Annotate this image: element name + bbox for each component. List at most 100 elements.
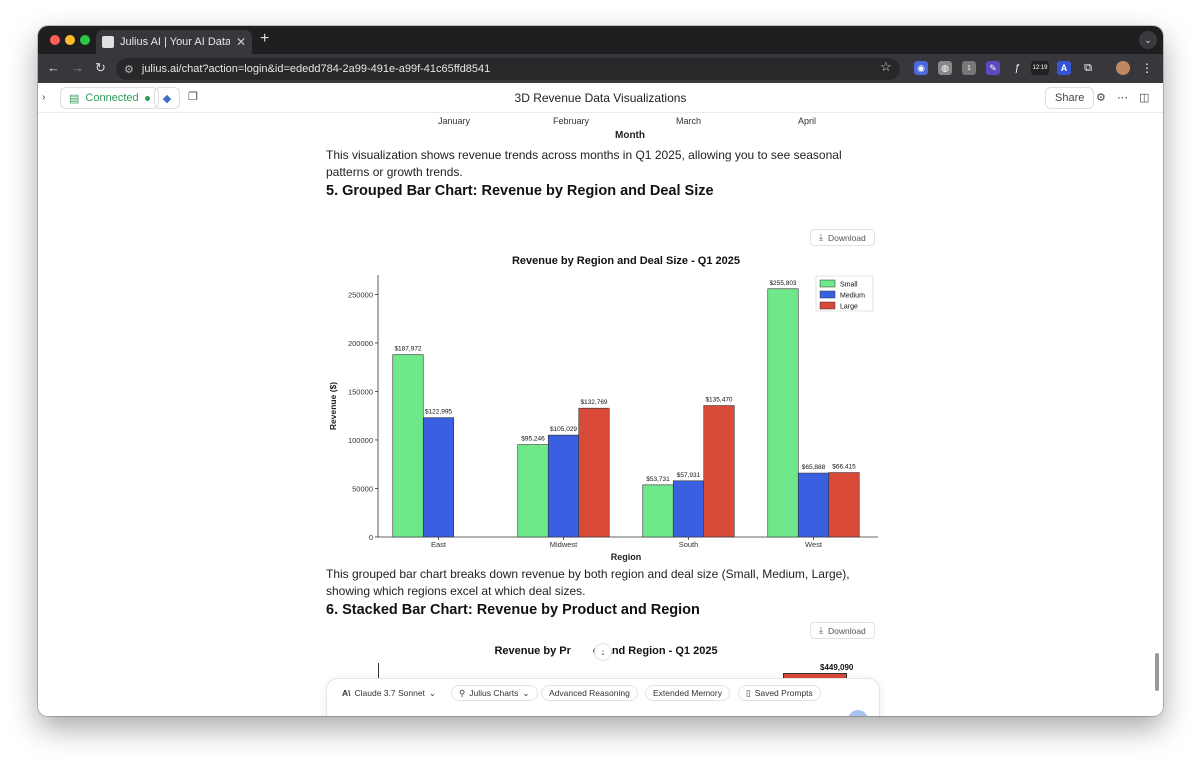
saved-prompts-button[interactable]: ▯ Saved Prompts (738, 685, 821, 701)
advanced-reasoning-toggle[interactable]: Advanced Reasoning (541, 685, 638, 701)
data-label: $53,731 (646, 476, 670, 483)
data-label: $65,888 (802, 464, 826, 471)
julius-favicon-icon (102, 36, 114, 48)
download-icon: ⤓ (819, 232, 823, 242)
extension-pen-icon[interactable]: ✎ (986, 61, 1000, 75)
back-arrow-icon[interactable]: ← (47, 60, 60, 75)
chart-title: Revenue by Pr ct and Region - Q1 2025 (326, 645, 886, 657)
legend-label: Medium (840, 293, 865, 300)
tab-close-icon[interactable]: ✕ (235, 35, 246, 49)
sidebar-expand-icon[interactable]: › (42, 92, 46, 103)
minimize-window-button[interactable] (65, 35, 75, 45)
legend-swatch (819, 290, 836, 299)
data-label: $255,803 (769, 280, 796, 287)
prev-chart-xlabel: Month (615, 130, 645, 141)
section-heading: 6. Stacked Bar Chart: Revenue by Product… (326, 602, 700, 618)
extension-globe-icon[interactable]: ◍ (938, 61, 952, 75)
connection-status-button[interactable]: ▤ Connected (60, 87, 159, 109)
bookmark-star-icon[interactable]: ☆ (880, 59, 892, 74)
x-tick-label: Midwest (550, 540, 578, 549)
tab-strip: Julius AI | Your AI Data Analy ✕ + ⌄ (38, 26, 1163, 54)
download-label: Download (827, 625, 866, 636)
grouped-bar-chart: Revenue by Region and Deal Size - Q1 202… (328, 255, 878, 562)
prev-chart-tick-label: March (676, 116, 702, 126)
explanation-paragraph: This visualization shows revenue trends … (326, 148, 842, 179)
legend-swatch (819, 279, 836, 288)
chevron-down-icon: ⌄ (428, 687, 437, 698)
bar-small (767, 288, 799, 538)
bar-medium (797, 472, 830, 538)
paperclip-icon[interactable]: ⌀ (339, 711, 346, 716)
tab-search-chevron-icon[interactable]: ⌄ (1139, 31, 1157, 49)
profile-avatar[interactable] (1116, 61, 1130, 75)
model-label: Claude 3.7 Sonnet (354, 688, 425, 698)
x-tick-label: East (431, 540, 447, 549)
extension-a-icon[interactable]: A (1057, 61, 1071, 75)
x-tick-label: South (679, 540, 699, 549)
chat-content: January February March April Month This … (38, 113, 1163, 716)
arrow-up-icon: ↑ (856, 715, 861, 717)
legend-label: Small (840, 282, 858, 289)
python-icon: ◆ (162, 92, 172, 105)
anthropic-icon: A\ (342, 688, 351, 698)
new-tab-button[interactable]: + (260, 30, 270, 47)
download-label: Download (827, 232, 866, 243)
data-label: $187,972 (394, 346, 421, 353)
share-button[interactable]: Share (1045, 87, 1095, 109)
y-tick-label: 200000 (348, 339, 373, 348)
chart-title-part: Revenue by Pr (494, 645, 571, 657)
prompts-label: Saved Prompts (754, 688, 813, 698)
settings-gear-icon[interactable]: ⚙ (1096, 92, 1106, 104)
forward-arrow-icon[interactable]: → (71, 60, 84, 75)
explanation-paragraph: This grouped bar chart breaks down reven… (326, 567, 850, 598)
y-tick-label: 100000 (348, 436, 373, 445)
y-tick-label: 150000 (348, 387, 373, 396)
address-bar[interactable]: ⚙ julius.ai/chat?action=login&id=ededd78… (116, 58, 900, 80)
download-icon: ⤓ (819, 625, 823, 635)
extension-badge-icon[interactable]: 1 (962, 61, 976, 75)
memory-label: Extended Memory (653, 688, 722, 698)
bar-large (828, 472, 860, 538)
chart-title: Revenue by Region and Deal Size - Q1 202… (512, 255, 740, 267)
extended-memory-toggle[interactable]: Extended Memory (645, 685, 730, 701)
download-button[interactable]: ⤓ Download (810, 229, 875, 246)
prev-chart-tick-label: April (798, 116, 817, 126)
url-text: julius.ai/chat?action=login&id=ededd784-… (141, 63, 491, 75)
prev-chart-tick-label: January (438, 116, 471, 126)
download-button[interactable]: ⤓ Download (810, 622, 875, 639)
extensions-puzzle-icon[interactable]: ⧉ (1084, 61, 1092, 74)
clock-badge: 12:19 (1032, 65, 1048, 71)
reasoning-label: Advanced Reasoning (549, 688, 630, 698)
copy-icon[interactable]: ❐ (188, 91, 198, 103)
charts-selector[interactable]: ⚲ Julius Charts ⌄ (451, 685, 538, 701)
data-label: $95,246 (521, 436, 545, 443)
x-axis-label: Region (611, 552, 642, 562)
site-controls-icon[interactable]: ⚙ (124, 63, 134, 76)
bar-small (392, 354, 424, 538)
browser-tab[interactable]: Julius AI | Your AI Data Analy ✕ (96, 30, 252, 54)
close-window-button[interactable] (50, 35, 60, 45)
browser-toolbar: ← → ↻ ⚙ julius.ai/chat?action=login&id=e… (38, 54, 1163, 83)
scrollbar-thumb[interactable] (1155, 653, 1159, 691)
bar-medium (547, 434, 580, 538)
reload-icon[interactable]: ↻ (95, 60, 106, 75)
extension-glasses-icon[interactable]: ◉ (914, 61, 928, 75)
python-button[interactable]: ◆ (154, 87, 180, 109)
more-options-icon[interactable]: ⋯ (1117, 92, 1128, 104)
extension-function-icon[interactable]: ƒ (1014, 62, 1020, 74)
send-button[interactable]: ↑ (848, 710, 868, 716)
data-label: $57,931 (677, 472, 701, 479)
y-tick-label: 50000 (352, 484, 373, 493)
panel-toggle-icon[interactable]: ◫ (1139, 92, 1150, 104)
scroll-down-arrow-icon[interactable]: ↓ (594, 643, 612, 661)
chart-title-part: ct and Region - Q1 2025 (592, 645, 718, 657)
zoom-window-button[interactable] (80, 35, 90, 45)
bookmark-icon: ▯ (746, 687, 751, 698)
prev-chart-tick-label: February (553, 116, 590, 126)
legend-label: Large (840, 304, 858, 311)
model-selector[interactable]: A\ Claude 3.7 Sonnet ⌄ (335, 685, 443, 701)
bar-large (703, 405, 735, 538)
extension-clock-icon[interactable]: 12:19 (1031, 61, 1049, 75)
browser-menu-icon[interactable]: ⋮ (1141, 61, 1153, 75)
